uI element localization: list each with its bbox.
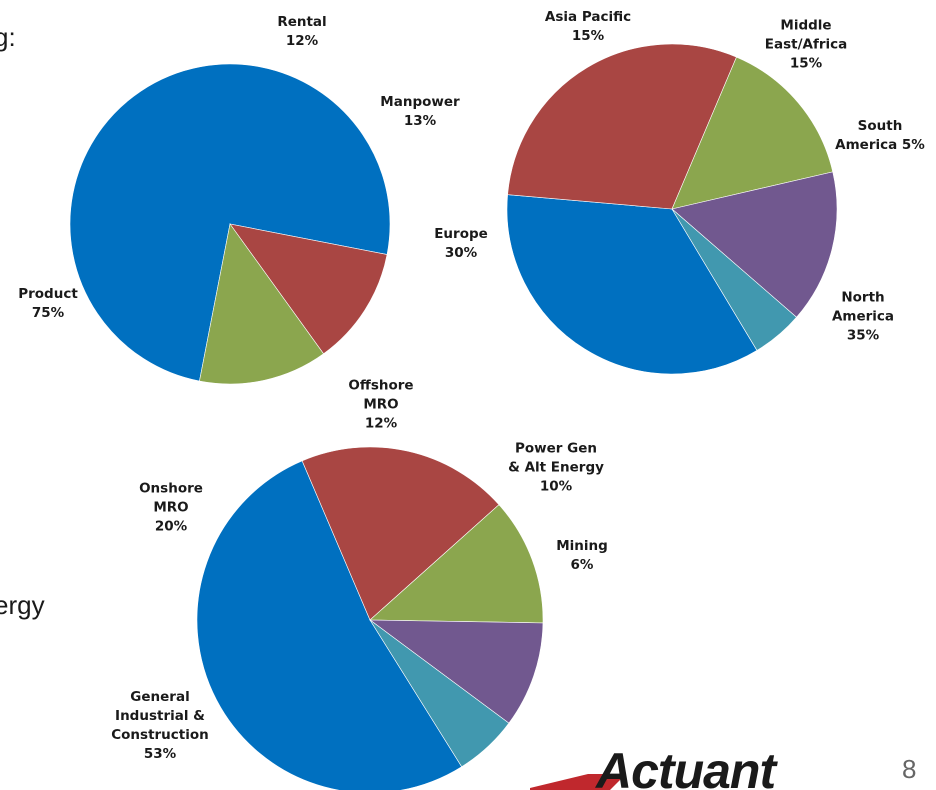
slice-label-south-america: South America 5% — [835, 117, 925, 155]
slice-label-line: 6% — [570, 557, 594, 573]
left-text-bottom: ergy — [0, 590, 45, 620]
slice-label-line: 35% — [846, 327, 880, 344]
slice-label-line: Middle — [780, 17, 832, 34]
slice-label-line: South — [857, 118, 903, 134]
slice-label-line: 15% — [571, 28, 605, 44]
slice-label-manpower: Manpower 13% — [380, 93, 459, 131]
pie-slice-mining — [369, 619, 510, 768]
slice-label-line: & Alt Energy — [508, 459, 604, 476]
slice-label-line: Manpower — [380, 94, 460, 110]
slice-label-line: Offshore — [348, 377, 414, 394]
slice-label-asia-pacific: Asia Pacific 15% — [545, 8, 631, 46]
slice-label-line: America — [831, 308, 895, 325]
pie-slice-north-america — [506, 194, 758, 375]
slice-label-line: 30% — [444, 245, 478, 261]
pie-slice-offshore-mro — [369, 504, 544, 624]
slice-label-offshore-mro: Offshore MRO 12% — [348, 377, 413, 434]
slice-label-line: Product — [18, 286, 78, 302]
slice-label-line: America 5% — [835, 137, 925, 153]
slice-label-line: East/Africa — [764, 36, 848, 53]
slice-label-line: MRO — [153, 499, 189, 516]
logo-text: Actuant — [594, 748, 778, 790]
slice-label-line: Onshore — [139, 480, 203, 497]
slice-label-line: Asia Pacific — [544, 9, 632, 25]
pie-slice-asia-pacific — [671, 56, 834, 210]
pie-slice-manpower — [199, 223, 325, 385]
slice-label-middle-east-africa: Middle East/Africa 15% — [765, 17, 847, 74]
pie-slice-power-gen-alt-energy — [369, 619, 544, 724]
slice-label-product: Product 75% — [18, 285, 78, 323]
slice-label-line: Industrial & — [115, 708, 205, 724]
slice-label-onshore-mro: Onshore MRO 20% — [139, 480, 203, 537]
pie-slice-product — [69, 63, 391, 382]
slice-label-line: 53% — [143, 746, 177, 762]
slice-label-line: 75% — [31, 305, 65, 321]
slice-label-line: 10% — [539, 478, 573, 495]
slice-label-europe: Europe 30% — [434, 225, 488, 263]
pie-slice-middle-east-africa — [671, 171, 838, 318]
slice-label-line: 12% — [285, 33, 319, 49]
slice-label-line: 20% — [154, 518, 188, 535]
slice-label-line: Mining — [556, 538, 608, 554]
logo-swoosh — [530, 774, 626, 790]
slice-label-line: Rental — [277, 14, 327, 30]
actuant-logo: Actuant — [530, 748, 779, 790]
pie-slice-general-industrial-construction — [196, 460, 463, 790]
pie-slice-south-america — [671, 208, 797, 351]
left-text-top: g: — [0, 22, 16, 52]
slice-label-general-industrial-construction: General Industrial & Construction 53% — [111, 688, 209, 764]
pie-slice-rental — [229, 223, 388, 355]
page-number: 8 — [902, 754, 917, 784]
slice-label-line: Europe — [434, 226, 488, 242]
slice-label-line: North — [841, 289, 885, 306]
slice-label-line: 15% — [789, 55, 823, 72]
slice-label-line: 12% — [364, 415, 398, 432]
slice-label-mining: Mining 6% — [556, 537, 608, 575]
slice-label-line: 13% — [403, 113, 437, 129]
slice-label-rental: Rental 12% — [277, 13, 326, 51]
slice-label-line: MRO — [363, 396, 399, 413]
slice-label-north-america: North America 35% — [832, 289, 894, 346]
slice-label-power-gen-alt-energy: Power Gen & Alt Energy 10% — [508, 440, 604, 497]
pie-slice-europe — [507, 43, 737, 210]
slice-label-line: Power Gen — [514, 440, 597, 457]
pie-slice-onshore-mro — [301, 446, 500, 621]
slice-label-line: General — [130, 689, 190, 705]
slice-label-line: Construction — [111, 727, 209, 743]
